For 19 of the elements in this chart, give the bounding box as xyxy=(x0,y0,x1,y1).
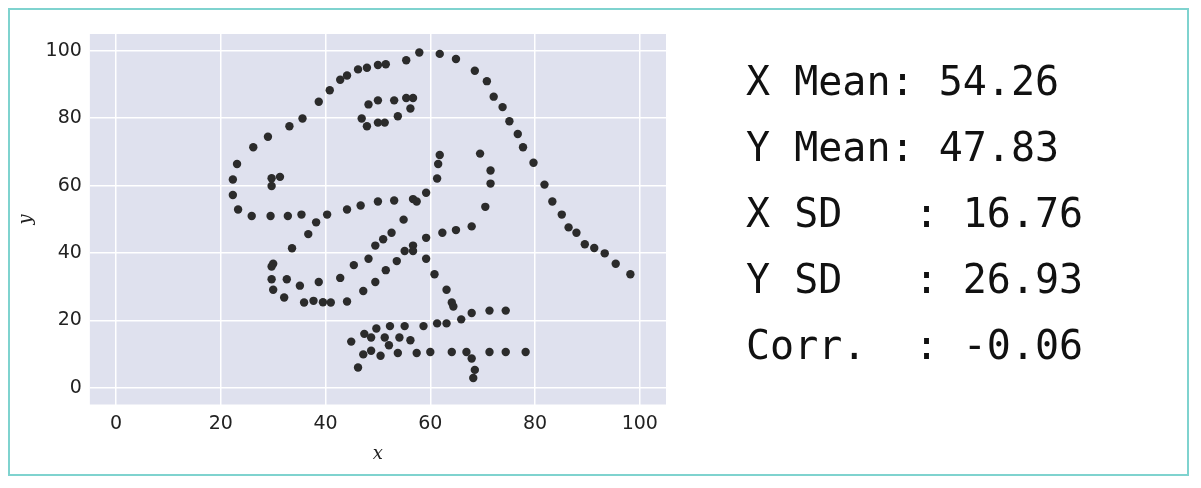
x-tick-label: 20 xyxy=(208,410,233,433)
y-tick-label: 60 xyxy=(57,172,82,195)
y-axis-title: y xyxy=(14,213,36,226)
x-tick-label: 40 xyxy=(313,410,338,433)
x-tick-label: 80 xyxy=(522,410,548,433)
y-tick-label: 20 xyxy=(57,307,82,330)
text: X Mean: 54.26 xyxy=(746,57,1061,106)
x-axis-title: x xyxy=(372,441,384,463)
x-tick-label: 0 xyxy=(110,410,123,433)
text: Y Mean: 47.83 xyxy=(746,123,1061,172)
text: Corr. : -0.06 xyxy=(746,321,1084,370)
y-tick-label: 0 xyxy=(69,374,82,397)
x-tick-label: 100 xyxy=(621,410,658,433)
text: Y SD : 26.93 xyxy=(746,255,1084,304)
y-tick-label: 80 xyxy=(57,105,82,128)
y-tick-label: 40 xyxy=(57,239,82,262)
x-tick-label: 60 xyxy=(418,410,443,433)
y-tick-label: 100 xyxy=(45,37,82,60)
text: X SD : 16.76 xyxy=(746,189,1084,238)
